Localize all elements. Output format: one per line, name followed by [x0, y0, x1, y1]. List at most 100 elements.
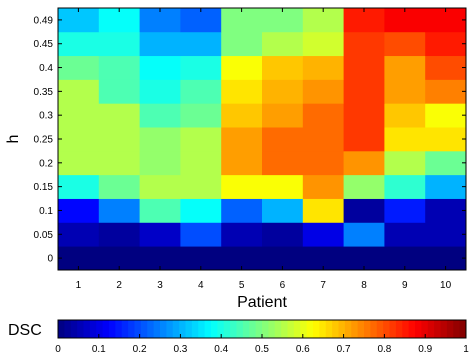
heatmap-cell-p6-r9 [262, 31, 304, 57]
heatmap-cell-p7-r7 [302, 79, 344, 104]
colorbar-swatch [351, 320, 359, 338]
y-axis-label: h [5, 135, 22, 144]
heatmap-cell-p9-r8 [384, 55, 426, 80]
heatmap-cell-p5-r1 [221, 222, 263, 247]
heatmap-cells [58, 8, 467, 271]
heatmap-cell-p3-r5 [139, 127, 181, 152]
heatmap-cell-p5-r3 [221, 174, 263, 199]
y-axis-ticks: 0 0.05 0.1 0.15 0.2 0.25 0.3 0.35 0.4 0.45 0.49 [34, 15, 466, 265]
heatmap-cell-p1-r8 [58, 55, 100, 80]
heatmap-cell-p3-r1 [139, 222, 181, 247]
colorbar-label: DSC [8, 322, 42, 339]
colorbar-swatch [325, 320, 333, 338]
colorbar-swatch [408, 320, 416, 338]
heatmap-cell-p4-r7 [180, 79, 222, 104]
colorbar-tick-label: 0.6 [296, 344, 310, 355]
heatmap-cell-p10-r6 [425, 103, 467, 128]
colorbar-swatch [185, 320, 193, 338]
colorbar-swatch [166, 320, 174, 338]
heatmap-cell-p4-r8 [180, 55, 222, 80]
y-tick-label: 0.45 [34, 39, 54, 50]
heatmap-cell-p6-r10 [262, 8, 304, 33]
heatmap-cell-p9-r4 [384, 150, 426, 176]
colorbar-swatch [230, 320, 237, 338]
heatmap-cell-p5-r6 [221, 103, 263, 128]
colorbar-swatch [198, 320, 206, 338]
colorbar-swatch [370, 320, 378, 338]
heatmap-cell-p1-r3 [58, 174, 100, 199]
heatmap-cell-p3-r4 [139, 150, 181, 176]
heatmap-cell-p1-r4 [58, 150, 100, 176]
heatmap-cell-p7-r6 [302, 103, 344, 128]
heatmap-cell-p1-r6 [58, 103, 100, 128]
colorbar-swatch [281, 320, 288, 338]
colorbar-swatch [64, 320, 72, 338]
colorbar-swatch [58, 320, 65, 338]
heatmap-cell-p6-r4 [262, 150, 304, 176]
colorbar-swatch [389, 320, 397, 338]
heatmap-cell-p2-r7 [98, 79, 140, 104]
heatmap-cell-p6-r7 [262, 79, 304, 104]
heatmap-cell-p5-r5 [221, 127, 263, 152]
heatmap-cell-p4-r2 [180, 198, 222, 223]
colorbar-tick-label: 0.3 [173, 344, 187, 355]
colorbar-swatch [242, 320, 250, 338]
x-axis-label: Patient [237, 294, 287, 311]
colorbar-swatch [383, 320, 390, 338]
y-tick-label: 0.25 [34, 135, 54, 146]
colorbar-swatch [211, 320, 218, 338]
colorbar-swatch [364, 320, 371, 338]
heatmap-cell-p7-r8 [302, 55, 344, 80]
heatmap-cell-p5-r2 [221, 198, 263, 223]
heatmap-cell-p7-r9 [302, 31, 344, 57]
heatmap-cell-p8-r4 [343, 150, 385, 176]
y-tick-label: 0.1 [39, 206, 53, 217]
colorbar-swatch [300, 320, 308, 338]
colorbar-swatch [313, 320, 320, 338]
x-tick-label: 7 [320, 280, 326, 291]
colorbar-swatch [223, 320, 231, 338]
colorbar-swatch [102, 320, 110, 338]
colorbar-swatch [70, 320, 78, 338]
heatmap-cell-p10-r1 [425, 222, 467, 247]
heatmap-cell-p10-r7 [425, 79, 467, 104]
colorbar-swatch [204, 320, 212, 338]
colorbar-swatch [427, 320, 435, 338]
colorbar-swatch [434, 320, 441, 338]
heatmap-cell-p9-r1 [384, 222, 426, 247]
heatmap-cell-p8-r5 [343, 127, 385, 152]
heatmap-cell-p2-r3 [98, 174, 140, 199]
colorbar-swatch [179, 320, 186, 338]
heatmap-cell-p10-r10 [425, 8, 467, 33]
heatmap-cell-p10-r9 [425, 31, 467, 57]
heatmap-cell-p5-r4 [221, 150, 263, 176]
colorbar-swatch [268, 320, 276, 338]
colorbar-swatch [274, 320, 282, 338]
colorbar-swatch [446, 320, 454, 338]
heatmap-cell-p4-r10 [180, 8, 222, 33]
heatmap-cell-p8-r3 [343, 174, 385, 199]
heatmap-cell-p2-r5 [98, 127, 140, 152]
colorbar-swatch [453, 320, 461, 338]
heatmap-cell-p5-r8 [221, 55, 263, 80]
colorbar-swatch [357, 320, 365, 338]
heatmap-cell-p3-r3 [139, 174, 181, 199]
x-tick-label: 3 [157, 280, 163, 291]
colorbar-swatch [236, 320, 244, 338]
colorbar-swatch [128, 320, 135, 338]
colorbar-swatch [440, 320, 448, 338]
heatmap-cell-p7-r2 [302, 198, 344, 223]
colorbar-tick-label: 0 [55, 344, 61, 355]
colorbar-tick-label: 0.8 [377, 344, 391, 355]
colorbar-swatch [332, 320, 339, 338]
heatmap-cell-p9-r5 [384, 127, 426, 152]
colorbar-swatch [415, 320, 422, 338]
heatmap-cell-p7-r5 [302, 127, 344, 152]
heatmap-cell-p3-r6 [139, 103, 181, 128]
heatmap-cell-p8-r10 [343, 8, 385, 33]
colorbar-swatch [153, 320, 161, 338]
heatmap-cell-p3-r9 [139, 31, 181, 57]
colorbar-swatch [109, 320, 116, 338]
heatmap-cell-p2-r10 [98, 8, 140, 33]
